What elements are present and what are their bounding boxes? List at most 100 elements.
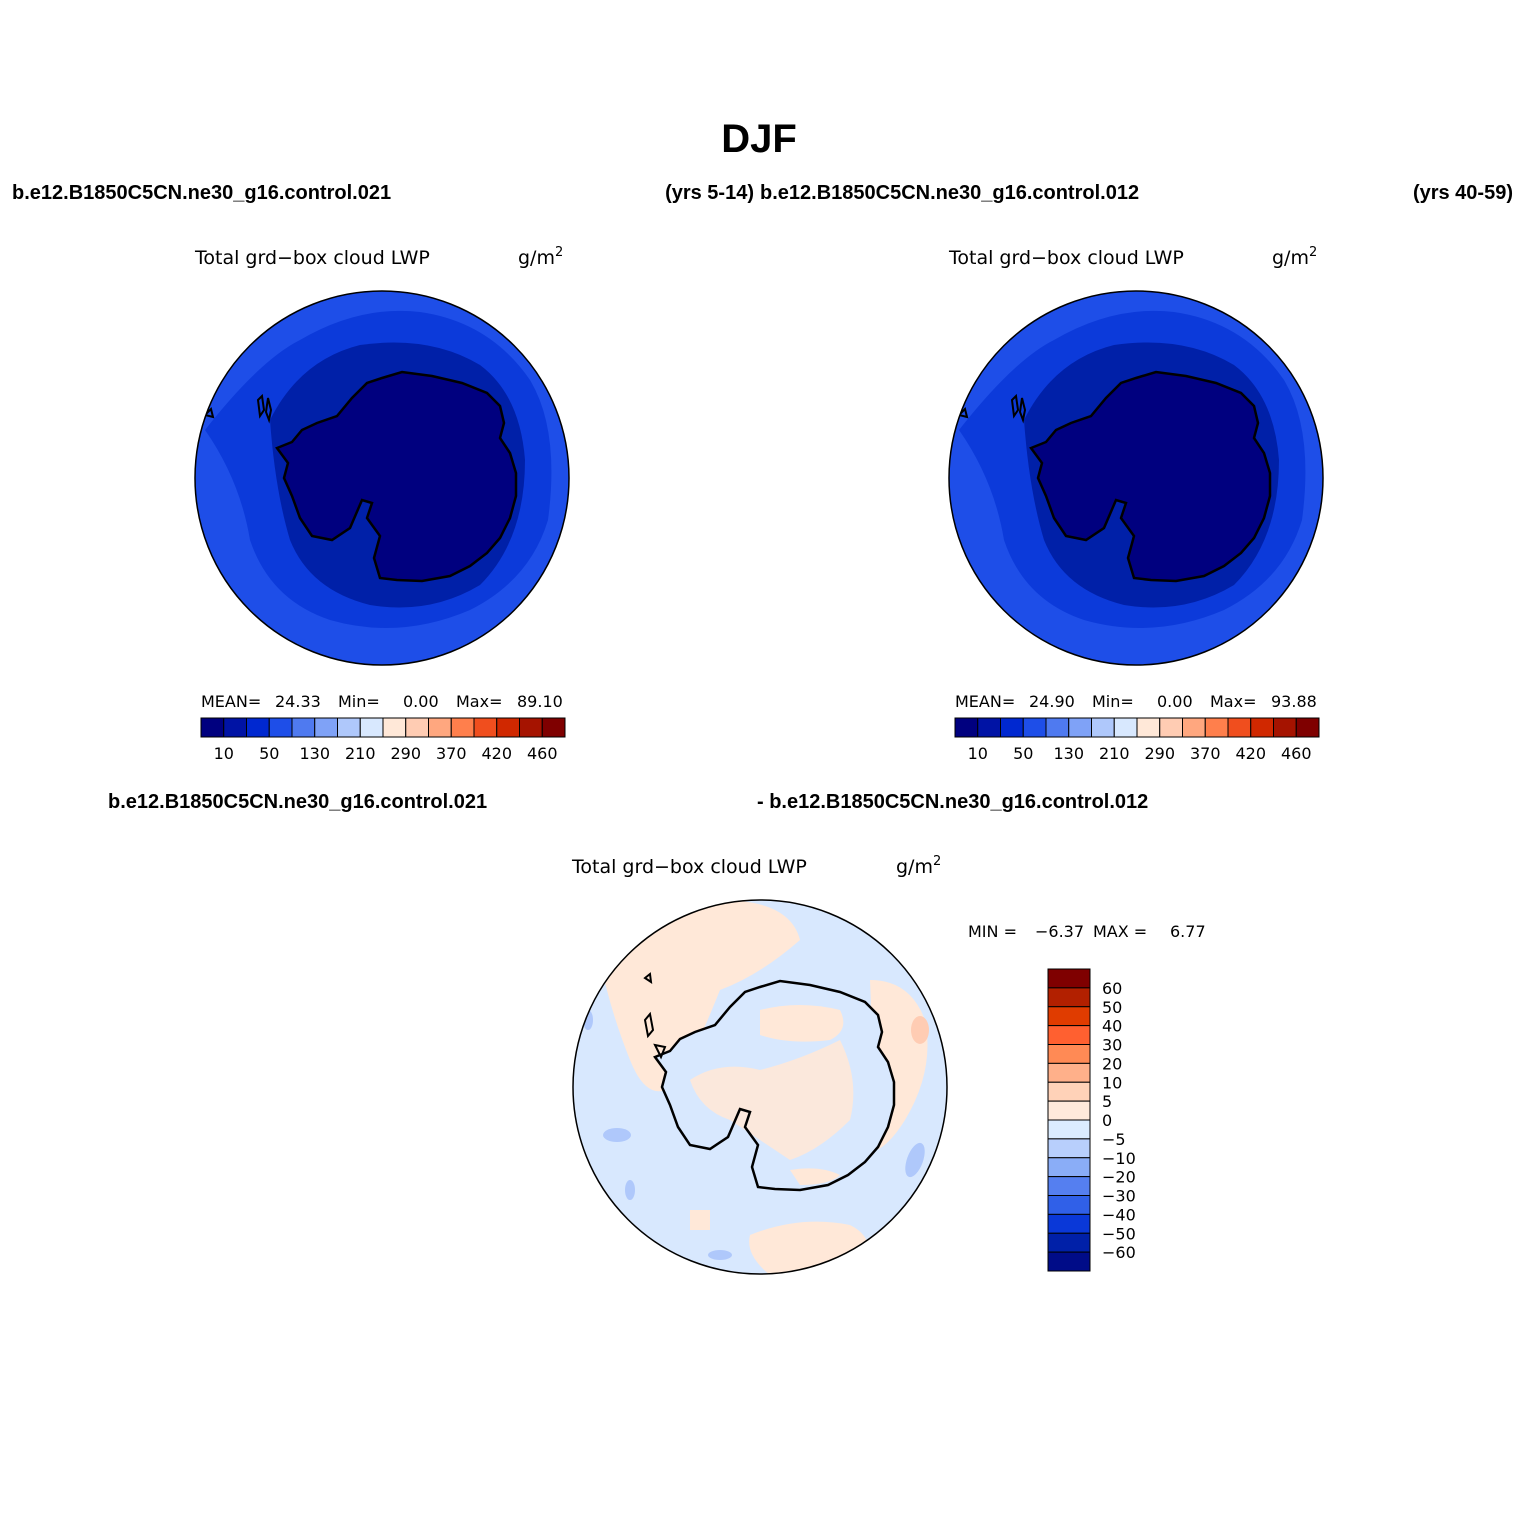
colorbar-left-tick-label: 290 — [390, 744, 421, 763]
colorbar-diff-swatch — [1047, 1100, 1091, 1121]
header-left-years: (yrs 5-14) — [665, 182, 754, 204]
colorbar-right-swatch — [1091, 717, 1115, 738]
header-left-case: b.e12.B1850C5CN.ne30_g16.control.021 — [12, 182, 391, 204]
colorbar-diff-tick-label: 60 — [1102, 979, 1122, 998]
colorbar-right-swatch — [1227, 717, 1252, 738]
map-right — [949, 291, 1323, 665]
colorbar-left-swatch — [359, 717, 384, 738]
colorbar-diff-tick-label: 20 — [1102, 1054, 1122, 1073]
colorbar-diff-tick-label: 40 — [1102, 1017, 1122, 1036]
colorbar-diff-tick-label: −10 — [1102, 1149, 1136, 1168]
panel-left-variable: Total grd−box cloud LWP — [194, 247, 430, 269]
colorbar-diff-tick-label: 5 — [1102, 1092, 1112, 1111]
colorbar-right-swatch — [1182, 717, 1206, 738]
colorbar-left-tick-label: 460 — [527, 744, 558, 763]
colorbar-diff-swatch — [1047, 1062, 1091, 1083]
colorbar-right-swatch — [977, 717, 1001, 738]
map-diff — [573, 900, 947, 1274]
colorbar-left-swatch — [405, 717, 429, 738]
colorbar-left-swatch — [382, 717, 407, 738]
header-right-case: b.e12.B1850C5CN.ne30_g16.control.012 — [760, 182, 1139, 204]
colorbar-right-tick-label: 370 — [1190, 744, 1221, 763]
colorbar-left-tick-label: 10 — [214, 744, 234, 763]
colorbar-left-swatch — [223, 717, 247, 738]
colorbar-diff-tick-label: −5 — [1102, 1130, 1126, 1149]
colorbar-left-swatch — [496, 717, 520, 738]
colorbar-left-tick-label: 210 — [345, 744, 376, 763]
colorbar-left-swatch — [450, 717, 475, 738]
colorbar-right-swatch — [1068, 717, 1092, 738]
colorbar-left-swatch — [314, 717, 338, 738]
panel-left: Total grd−box cloud LWP g/m2 MEAN= 24.33 M… — [194, 245, 570, 763]
colorbar-left-swatch — [473, 717, 498, 738]
colorbar-diff-swatch — [1047, 1025, 1091, 1045]
panel-diff-units: g/m2 — [896, 854, 941, 878]
colorbar-left-swatch — [337, 717, 361, 738]
colorbar-diff-swatch — [1047, 1195, 1091, 1215]
panel-right-variable: Total grd−box cloud LWP — [948, 247, 1184, 269]
colorbar-right-swatch — [1204, 717, 1229, 738]
colorbar-diff-swatch — [1047, 1081, 1091, 1102]
colorbar-left-swatch — [428, 717, 452, 738]
colorbar-right-swatch — [1295, 717, 1320, 738]
colorbar-right: 10 50 130 210 290 370 420 460 — [954, 717, 1320, 763]
colorbar-diff-swatch — [1047, 987, 1091, 1008]
colorbar-right-tick-label: 130 — [1053, 744, 1084, 763]
diff-case-b: - b.e12.B1850C5CN.ne30_g16.control.012 — [757, 791, 1148, 813]
colorbar-left-swatch — [519, 717, 543, 738]
colorbar-diff-tick-label: 10 — [1102, 1073, 1122, 1092]
colorbar-diff-tick-label: −40 — [1102, 1205, 1136, 1224]
colorbar-left-tick-label: 130 — [299, 744, 330, 763]
colorbar-diff-swatch — [1047, 1213, 1091, 1234]
colorbar-diff-tick-label: 30 — [1102, 1036, 1122, 1055]
colorbar-left-tick-label: 370 — [436, 744, 467, 763]
colorbar-right-tick-label: 290 — [1144, 744, 1175, 763]
map-left — [195, 291, 569, 665]
colorbar-left-tick-label: 420 — [481, 744, 512, 763]
colorbar-right-swatch — [954, 717, 979, 738]
colorbar-diff-swatch — [1047, 1232, 1091, 1253]
colorbar-right-swatch — [1000, 717, 1024, 738]
colorbar-diff-tick-label: 0 — [1102, 1111, 1112, 1130]
colorbar-diff-swatch — [1047, 1251, 1091, 1272]
colorbar-right-tick-label: 210 — [1099, 744, 1130, 763]
stats-diff: MIN = −6.37 MAX = 6.77 — [968, 922, 1206, 941]
colorbar-diff-tick-label: −50 — [1102, 1224, 1136, 1243]
colorbar-left-swatch — [268, 717, 293, 738]
colorbar-right-tick-label: 10 — [968, 744, 988, 763]
colorbar-diff-tick-label: −20 — [1102, 1168, 1136, 1187]
colorbar-right-swatch — [1250, 717, 1274, 738]
colorbar-right-swatch — [1273, 717, 1297, 738]
colorbar-left-swatch — [541, 717, 566, 738]
colorbar-right-swatch — [1136, 717, 1161, 738]
colorbar-diff-swatch — [1047, 1138, 1091, 1159]
colorbar-diff-swatch — [1047, 968, 1091, 989]
diff-case-a: b.e12.B1850C5CN.ne30_g16.control.021 — [108, 791, 487, 813]
panel-right-units: g/m2 — [1272, 245, 1317, 269]
colorbar-diff-tick-label: 50 — [1102, 998, 1122, 1017]
colorbar-right-tick-label: 50 — [1013, 744, 1033, 763]
colorbar-right-swatch — [1022, 717, 1047, 738]
colorbar-right-swatch — [1113, 717, 1138, 738]
colorbar-diff-tick-label: −30 — [1102, 1187, 1136, 1206]
colorbar-diff-swatch — [1047, 1176, 1091, 1196]
colorbar-diff-swatch — [1047, 1044, 1091, 1064]
panel-diff-variable: Total grd−box cloud LWP — [571, 856, 807, 878]
panel-left-units: g/m2 — [518, 245, 563, 269]
colorbar-right-tick-label: 460 — [1281, 744, 1312, 763]
colorbar-diff-swatch — [1047, 1157, 1091, 1178]
colorbar-left-swatch — [200, 717, 225, 738]
stats-left: MEAN= 24.33 Min= 0.00 Max= 89.10 — [201, 692, 563, 711]
colorbar-left: 10 50 130 210 290 370 420 460 — [200, 717, 566, 763]
colorbar-diff-swatch — [1047, 1006, 1091, 1027]
colorbar-right-swatch — [1159, 717, 1183, 738]
colorbar-diff-swatch — [1047, 1119, 1091, 1140]
figure-title: DJF — [721, 117, 797, 161]
colorbar-left-swatch — [246, 717, 270, 738]
colorbar-right-tick-label: 420 — [1235, 744, 1266, 763]
colorbar-diff-tick-label: −60 — [1102, 1243, 1136, 1262]
colorbar-left-swatch — [291, 717, 316, 738]
stats-right: MEAN= 24.90 Min= 0.00 Max= 93.88 — [955, 692, 1317, 711]
